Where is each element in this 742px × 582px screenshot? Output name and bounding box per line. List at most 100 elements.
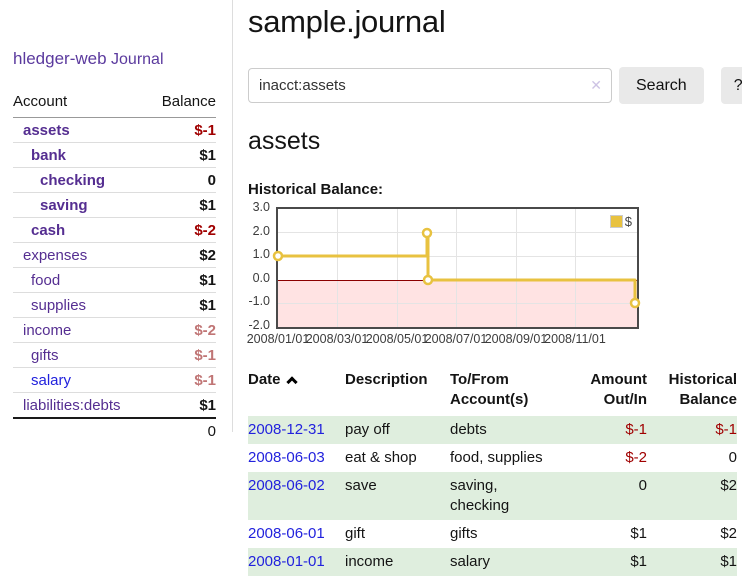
account-balance: $-2 <box>147 317 216 343</box>
account-balance: $1 <box>147 292 216 318</box>
gridline <box>278 232 637 233</box>
transaction-accounts: saving, checking <box>450 477 510 514</box>
transaction-amount: 0 <box>638 477 647 494</box>
account-link-food[interactable]: food <box>31 272 61 289</box>
account-link-salary[interactable]: salary <box>31 372 72 389</box>
transaction-accounts: debts <box>450 421 487 438</box>
gridline <box>575 209 576 327</box>
y-tick-label: 0.0 <box>252 271 270 285</box>
sidebar-item-journal[interactable]: Journal <box>111 51 164 68</box>
transaction-description: pay off <box>345 421 390 438</box>
account-row: income $-2 <box>13 317 216 343</box>
account-row: food $1 <box>13 267 216 293</box>
account-link-saving[interactable]: saving <box>40 197 88 214</box>
account-balance: $1 <box>147 392 216 419</box>
account-row: supplies $1 <box>13 292 216 318</box>
register-row: 2008-06-01 gift gifts $1 $2 <box>248 520 737 548</box>
transaction-description: income <box>345 553 394 570</box>
account-link-gifts[interactable]: gifts <box>31 347 59 364</box>
data-point-marker <box>629 297 641 309</box>
transaction-balance: $2 <box>720 477 737 494</box>
page-title: sample.journal <box>248 4 446 39</box>
register-table: Date Description To/From Account(s) Amou… <box>248 367 737 576</box>
data-point-marker <box>421 227 433 239</box>
clear-search-icon[interactable]: ✕ <box>590 77 602 93</box>
data-point-marker <box>272 250 284 262</box>
date-header-label: Date <box>248 371 281 388</box>
transaction-accounts: gifts <box>450 525 478 542</box>
account-row: gifts $-1 <box>13 342 216 368</box>
historical-balance-chart: 3.0 2.0 1.0 0.0 -1.0 -2.0 <box>247 200 641 348</box>
register-header-date[interactable]: Date <box>248 367 345 416</box>
account-link-assets[interactable]: assets <box>23 122 70 139</box>
legend-label: $ <box>624 214 632 229</box>
transaction-description: eat & shop <box>345 449 417 466</box>
account-balance: $2 <box>147 242 216 268</box>
account-link-income[interactable]: income <box>23 322 72 339</box>
y-tick-label: -1.0 <box>248 294 270 308</box>
transaction-balance: $-1 <box>715 421 737 438</box>
account-balance: $1 <box>147 192 216 218</box>
account-row: checking 0 <box>13 167 216 193</box>
transaction-balance: $2 <box>720 525 737 542</box>
x-tick-label: 2008/01/01 <box>246 332 310 346</box>
register-row: 2008-01-01 income salary $1 $1 <box>248 548 737 576</box>
transaction-date-link[interactable]: 2008-06-01 <box>248 525 325 542</box>
transaction-description: gift <box>345 525 366 542</box>
gridline <box>278 256 637 257</box>
gridline <box>278 303 637 304</box>
sort-ascending-icon <box>285 376 298 388</box>
x-tick-label: 2008/03/01 <box>305 332 369 346</box>
account-link-checking[interactable]: checking <box>40 172 106 189</box>
account-row: bank $1 <box>13 142 216 168</box>
account-row: saving $1 <box>13 192 216 218</box>
app-title-link[interactable]: hledger-web <box>13 49 107 68</box>
account-balance: $-1 <box>147 342 216 368</box>
transaction-date-link[interactable]: 2008-01-01 <box>248 553 325 570</box>
main-content: sample.journal ✕ Search ? assets Histori… <box>247 0 742 576</box>
sidebar: hledger-web Journal Account Balance asse… <box>0 0 233 443</box>
register-header-amount: Amount Out/In <box>590 371 647 408</box>
register-row: 2008-06-02 save saving, checking 0 $2 <box>248 472 737 520</box>
transaction-date-link[interactable]: 2008-06-02 <box>248 477 325 494</box>
y-tick-label: 3.0 <box>252 200 270 214</box>
x-tick-label: 2008/11/01 <box>544 332 606 346</box>
plot-area: $ <box>272 207 641 329</box>
account-balance: $-1 <box>147 117 216 143</box>
account-balance: $-2 <box>147 217 216 243</box>
accounts-header-account: Account <box>13 90 148 118</box>
gridline <box>516 209 517 327</box>
x-tick-label: 2008/05/01 <box>365 332 429 346</box>
transaction-amount: $1 <box>630 525 647 542</box>
transaction-date-link[interactable]: 2008-06-03 <box>248 449 325 466</box>
account-link-bank[interactable]: bank <box>31 147 67 164</box>
gridline <box>456 209 457 327</box>
account-row: expenses $2 <box>13 242 216 268</box>
transaction-accounts: food, supplies <box>450 449 543 466</box>
balance-series-line <box>272 227 641 309</box>
search-input[interactable] <box>248 68 612 103</box>
account-heading: assets <box>248 127 321 155</box>
account-row: liabilities:debts $1 <box>13 392 216 419</box>
transaction-description: save <box>345 477 377 494</box>
search-box: ✕ <box>248 68 612 103</box>
account-link-liabilities-debts[interactable]: liabilities:debts <box>23 397 121 414</box>
chart-title: Historical Balance: <box>248 181 384 198</box>
register-row: 2008-12-31 pay off debts $-1 $-1 <box>248 416 737 444</box>
register-header-description: Description <box>345 371 428 388</box>
account-link-expenses[interactable]: expenses <box>23 247 88 264</box>
help-button[interactable]: ? <box>720 67 742 104</box>
search-button[interactable]: Search <box>619 67 704 104</box>
search-form: ✕ Search ? <box>248 67 742 104</box>
accounts-total-row: 0 <box>13 417 216 443</box>
transaction-balance: $1 <box>720 553 737 570</box>
account-link-supplies[interactable]: supplies <box>31 297 87 314</box>
account-balance: $-1 <box>147 367 216 393</box>
legend-swatch <box>609 215 623 228</box>
gridline <box>337 209 338 327</box>
transaction-date-link[interactable]: 2008-12-31 <box>248 421 325 438</box>
account-balance: 0 <box>147 167 216 193</box>
account-link-cash[interactable]: cash <box>31 222 66 239</box>
transaction-amount: $1 <box>630 553 647 570</box>
transaction-balance: 0 <box>728 449 737 466</box>
